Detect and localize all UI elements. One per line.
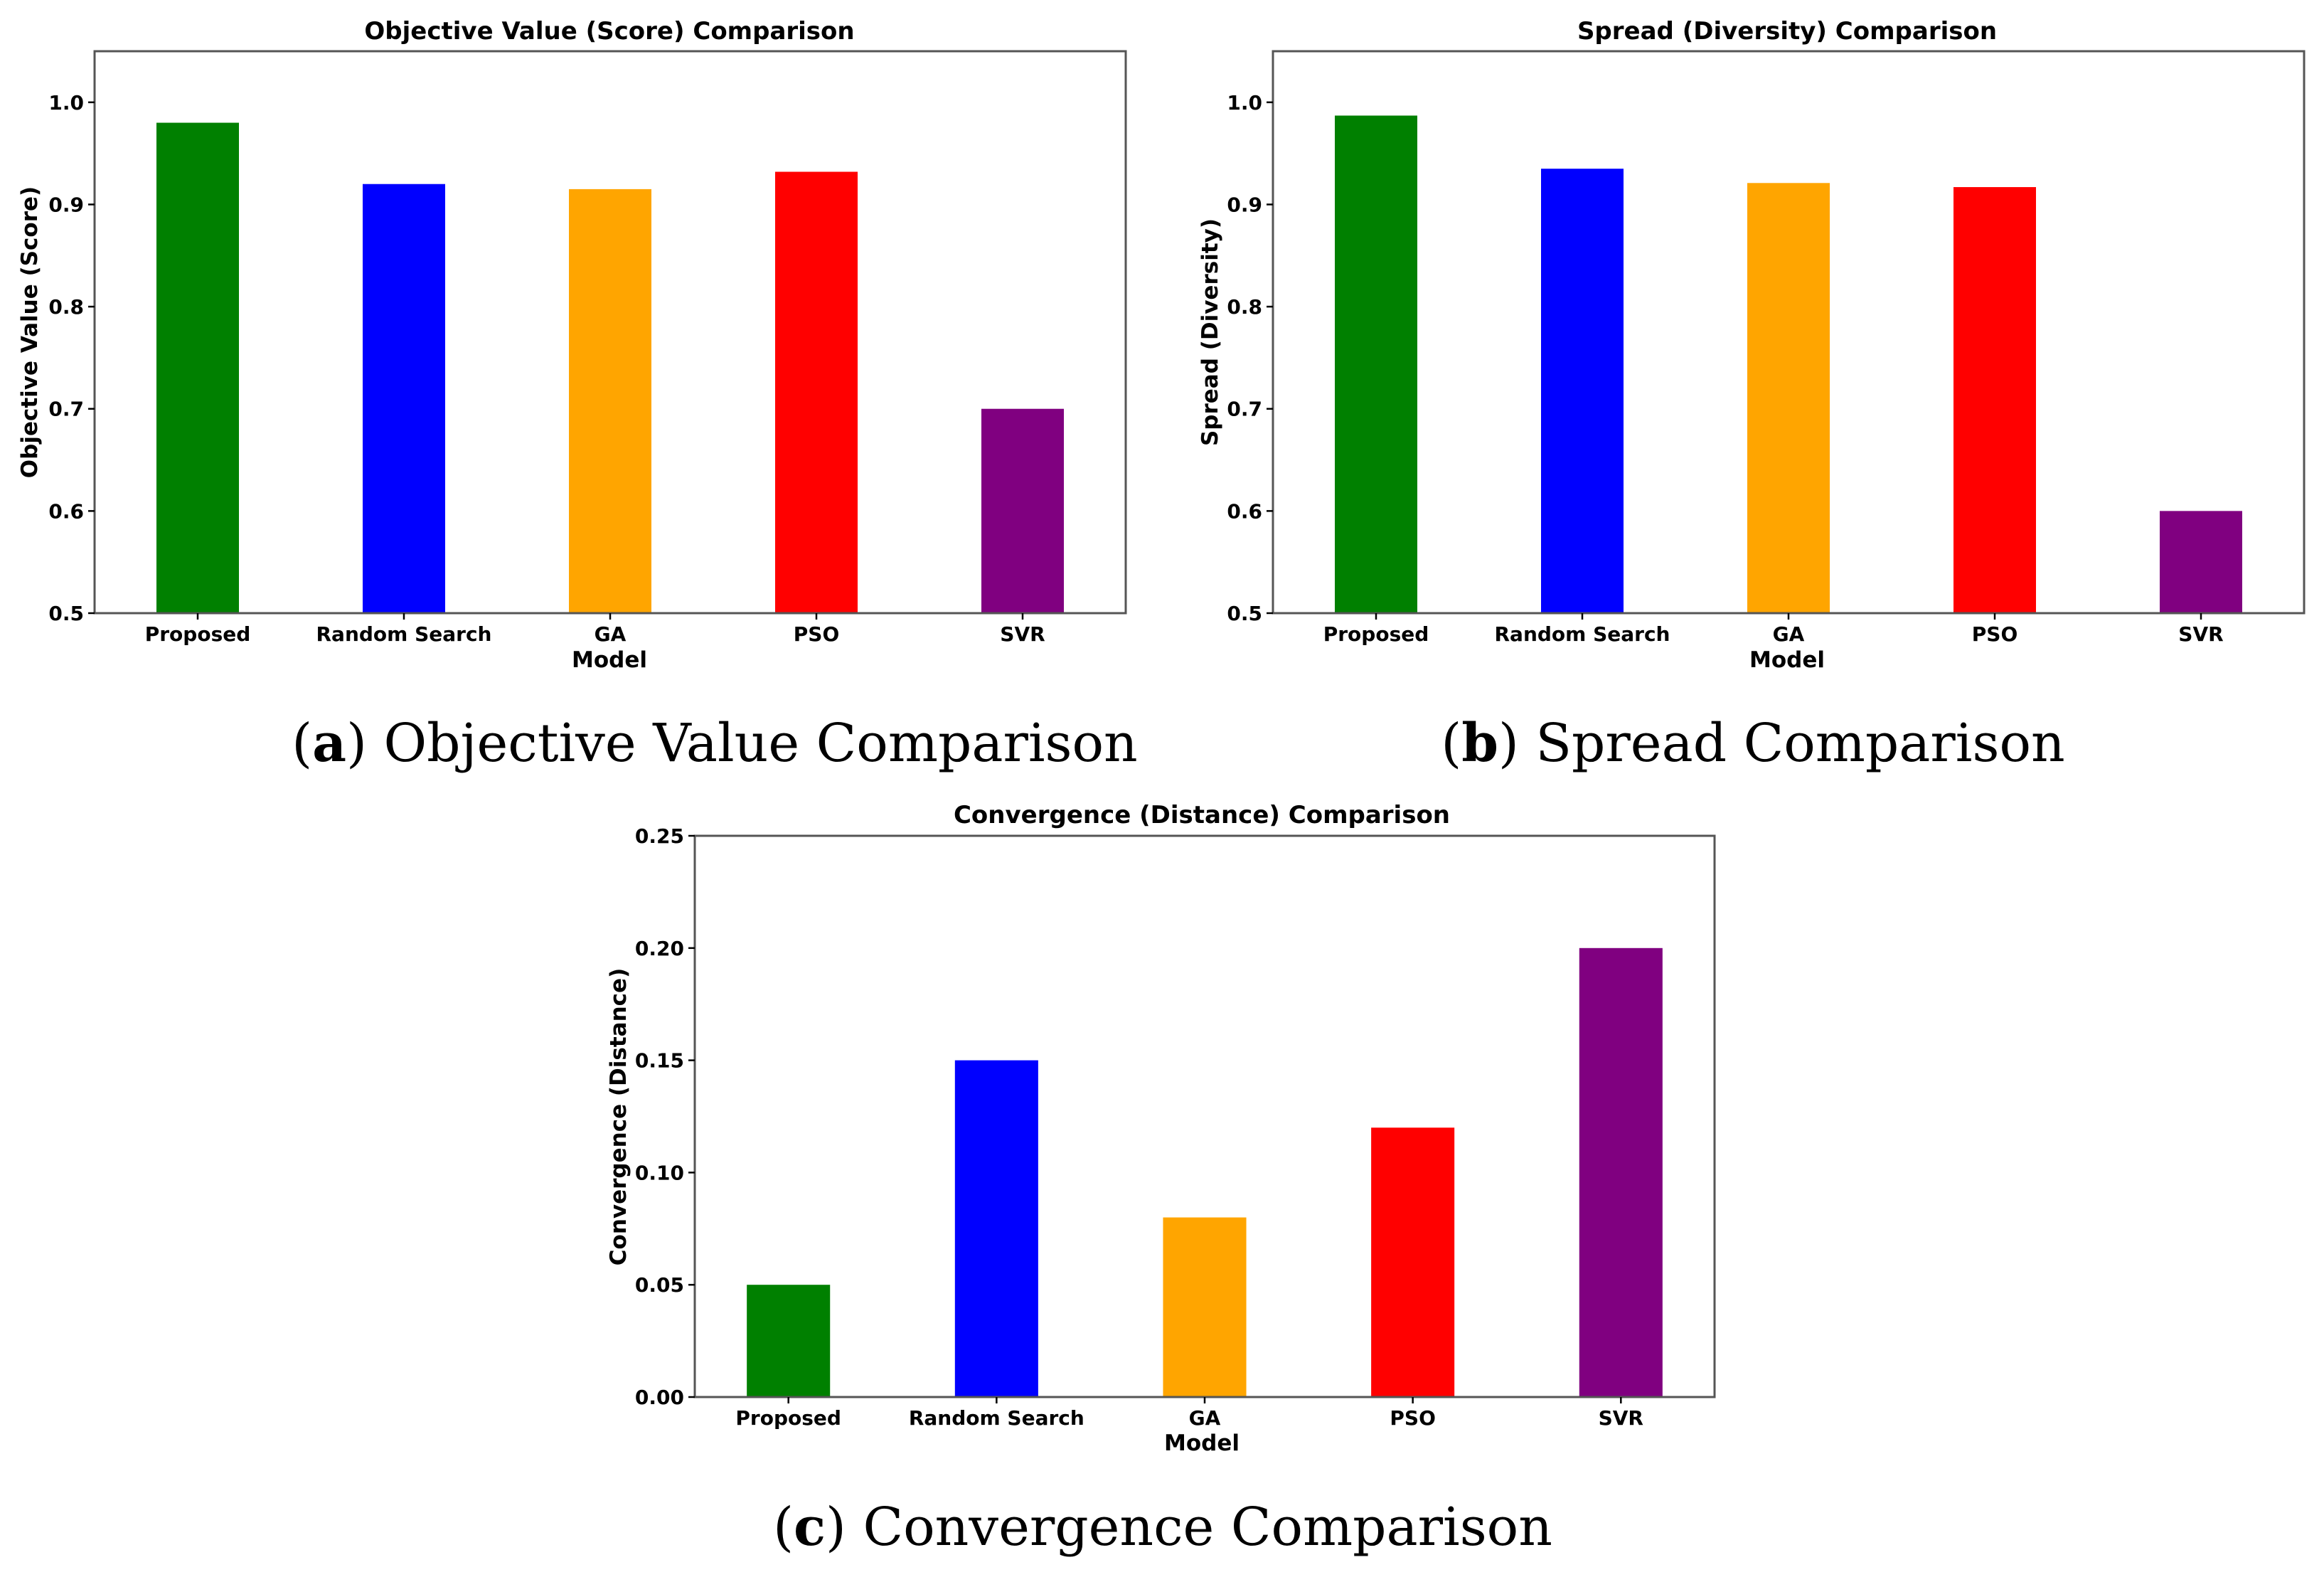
- bar-pso: [775, 171, 858, 613]
- y-tick-label: 0.15: [635, 1049, 684, 1073]
- chart-title: Spread (Diversity) Comparison: [1577, 17, 1997, 46]
- bar-random-search: [363, 184, 445, 613]
- y-axis-label: Objective Value (Score): [17, 186, 43, 478]
- bar-ga: [569, 189, 651, 614]
- y-tick-label: 0.8: [48, 295, 84, 319]
- x-tick-label: GA: [1189, 1406, 1221, 1430]
- y-tick-label: 0.7: [1227, 398, 1262, 421]
- y-axis-ticks: 0.5 0.6 0.7 0.8 0.9 1.0: [48, 91, 95, 625]
- x-tick-label: SVR: [2178, 622, 2223, 646]
- chart-convergence: Convergence (Distance) Comparison 0.000.…: [606, 801, 1716, 1456]
- bar-group: [1335, 115, 2242, 614]
- y-tick-label: 0.9: [1227, 193, 1262, 216]
- y-tick-label: 0.5: [1227, 602, 1262, 625]
- x-tick-label: GA: [1773, 622, 1805, 646]
- y-tick-label: 0.6: [48, 499, 84, 523]
- x-tick-label: Random Search: [316, 622, 492, 646]
- y-tick-label: 0.05: [635, 1273, 684, 1297]
- y-tick-label: 0.25: [635, 824, 684, 848]
- caption-b: (b) Spread Comparison: [1441, 713, 2064, 774]
- chart-spread: Spread (Diversity) Comparison 0.50.60.70…: [1198, 17, 2306, 673]
- x-axis-label: Model: [1164, 1430, 1240, 1456]
- chart-title: Objective Value (Score) Comparison: [364, 17, 854, 46]
- x-tick-label: PSO: [1972, 622, 2018, 646]
- bar-pso: [1371, 1127, 1455, 1397]
- bar-svr: [981, 408, 1064, 613]
- bar-proposed: [156, 122, 239, 613]
- caption-c: (c) Convergence Comparison: [773, 1497, 1552, 1558]
- y-tick-label: 0.00: [635, 1386, 684, 1409]
- y-tick-label: 0.5: [48, 602, 84, 625]
- x-tick-label: PSO: [794, 622, 840, 646]
- bar-ga: [1163, 1217, 1247, 1397]
- x-axis-ticks: Proposed Random Search GA PSO SVR: [145, 613, 1045, 646]
- x-tick-label: Random Search: [909, 1406, 1084, 1430]
- y-axis-label: Convergence (Distance): [606, 968, 631, 1265]
- bar-group: [156, 122, 1064, 614]
- y-tick-label: 0.8: [1227, 295, 1262, 319]
- y-tick-label: 0.10: [635, 1161, 684, 1184]
- bar-group: [747, 947, 1663, 1397]
- x-tick-label: GA: [595, 622, 627, 646]
- caption-a: (a) Objective Value Comparison: [292, 713, 1137, 774]
- bar-proposed: [747, 1285, 831, 1397]
- bar-pso: [1953, 187, 2036, 613]
- y-tick-label: 0.6: [1227, 499, 1262, 523]
- bar-random-search: [954, 1060, 1038, 1397]
- x-tick-label: Proposed: [735, 1406, 841, 1430]
- y-tick-label: 1.0: [1227, 91, 1262, 115]
- y-tick-label: 0.7: [48, 398, 84, 421]
- bar-proposed: [1335, 115, 1417, 613]
- chart-title: Convergence (Distance) Comparison: [954, 801, 1450, 829]
- bar-svr: [1579, 947, 1663, 1397]
- x-axis-label: Model: [1749, 647, 1825, 673]
- x-tick-label: SVR: [1000, 622, 1045, 646]
- x-axis-ticks: Proposed Random Search GA PSO SVR: [1323, 613, 2224, 646]
- bar-ga: [1747, 183, 1830, 614]
- x-tick-label: Random Search: [1495, 622, 1670, 646]
- y-tick-label: 0.20: [635, 937, 684, 960]
- bar-svr: [2160, 511, 2242, 613]
- chart-objective-value: Objective Value (Score) Comparison 0.50.…: [17, 17, 1127, 673]
- x-tick-label: PSO: [1390, 1406, 1436, 1430]
- bar-random-search: [1541, 169, 1624, 613]
- y-tick-label: 0.9: [48, 193, 84, 216]
- x-tick-label: Proposed: [1323, 622, 1429, 646]
- y-tick-label: 1.0: [48, 91, 84, 115]
- x-axis-ticks: Proposed Random Search GA PSO SVR: [735, 1397, 1643, 1430]
- x-axis-label: Model: [572, 647, 647, 673]
- y-axis-label: Spread (Diversity): [1198, 218, 1223, 446]
- y-axis-ticks: 0.5 0.6 0.7 0.8 0.9 1.0: [1227, 91, 1273, 625]
- y-axis-ticks: 0.00 0.05 0.10 0.15 0.20 0.25: [635, 824, 695, 1409]
- x-tick-label: SVR: [1599, 1406, 1643, 1430]
- x-tick-label: Proposed: [145, 622, 251, 646]
